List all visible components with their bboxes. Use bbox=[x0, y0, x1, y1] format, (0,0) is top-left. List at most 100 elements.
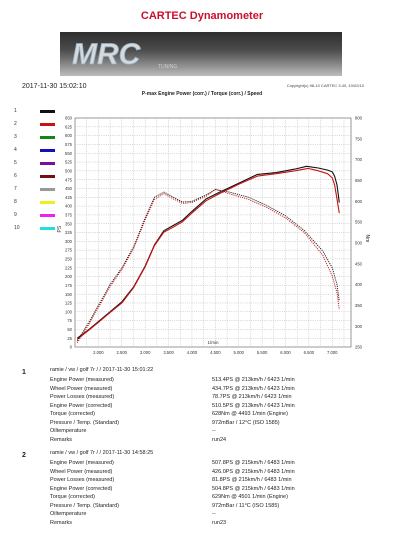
x-tick-label: 2.500 bbox=[117, 350, 128, 355]
x-tick-label: 7.000 bbox=[327, 350, 338, 355]
result-row: Pressure / Temp. (Standard) 972mBar / 12°… bbox=[50, 420, 390, 428]
result-label: Power Losses (measured) bbox=[50, 477, 115, 483]
legend-swatch bbox=[40, 110, 55, 113]
y-left-tick-label: 200 bbox=[65, 274, 73, 279]
chart-series bbox=[76, 165, 340, 344]
legend-item: 1 bbox=[14, 108, 64, 116]
result-row: Remarks run23 bbox=[50, 520, 390, 528]
y-left-tick-label: 175 bbox=[65, 283, 73, 288]
result-row: Engine Power (measured) 513.4PS @ 213km/h… bbox=[50, 377, 390, 385]
y-left-tick-label: 75 bbox=[67, 318, 72, 323]
result-row: Pressure / Temp. (Standard) 972mBar / 11°… bbox=[50, 503, 390, 511]
result-label: Engine Power (measured) bbox=[50, 377, 114, 383]
y-right-tick-label: 600 bbox=[355, 199, 363, 204]
x-axis-label: 1/min bbox=[207, 340, 219, 345]
y-left-tick-label: 475 bbox=[65, 177, 73, 182]
y-left-tick-label: 575 bbox=[65, 142, 73, 147]
legend-item: 6 bbox=[14, 173, 64, 181]
result-value: 78.7PS @ 213km/h / 6423 1/min bbox=[212, 394, 292, 400]
result-row: Oiltemperature -- bbox=[50, 428, 390, 436]
result-row: Wheel Power (measured) 434.7PS @ 213km/h … bbox=[50, 386, 390, 394]
y-axis-left-ticks: 0 25 50 75 100 125 150 175 200 225 250 275 300 325 350… bbox=[65, 116, 73, 350]
result-header: ramie / vw / golf 7r / / 2017-11-30 15:0… bbox=[50, 367, 154, 373]
result-row: Torque (corrected) 628Nm @ 4493 1/min (En… bbox=[50, 411, 390, 419]
legend-swatch bbox=[40, 201, 55, 204]
result-value: -- bbox=[212, 428, 216, 434]
legend-swatch bbox=[40, 214, 55, 217]
result-value: 972mBar / 12°C (ISO 1585) bbox=[212, 419, 280, 426]
result-value: 81.8PS @ 215km/h / 6483 1/min bbox=[212, 477, 292, 483]
report-datetime: 2017-11-30 15:02:10 bbox=[22, 83, 87, 90]
legend-number: 10 bbox=[14, 225, 20, 231]
result-label: Pressure / Temp. (Standard) bbox=[50, 502, 119, 509]
copyright-text: Copyright(c) 98-10 CARTEC 3.40, 10/02/10 bbox=[286, 83, 364, 88]
legend-swatch bbox=[40, 123, 55, 126]
legend-item: 4 bbox=[14, 147, 64, 155]
result-row: Engine Power (measured) 507.8PS @ 215km/h… bbox=[50, 460, 390, 468]
y-left-tick-label: 25 bbox=[67, 336, 72, 341]
legend-item: 2 bbox=[14, 121, 64, 129]
y-left-tick-label: 225 bbox=[65, 265, 73, 270]
y-left-tick-label: 425 bbox=[65, 195, 73, 200]
y-right-tick-label: 250 bbox=[355, 345, 363, 350]
y-left-tick-label: 625 bbox=[65, 124, 73, 129]
logo-subtext: TUNING bbox=[158, 64, 177, 70]
result-number: 1 bbox=[22, 369, 26, 376]
page-title: CARTEC Dynamometer bbox=[140, 10, 264, 22]
result-label: Wheel Power (measured) bbox=[50, 385, 113, 392]
y-left-tick-label: 375 bbox=[65, 212, 73, 217]
result-row: Engine Power (corrected) 504.8PS @ 215km/… bbox=[50, 486, 390, 494]
x-tick-label: 4.500 bbox=[210, 350, 221, 355]
result-row: Torque (corrected) 629Nm @ 4501 1/min (En… bbox=[50, 494, 390, 502]
y-right-tick-label: 800 bbox=[355, 116, 363, 121]
result-value: 504.8PS @ 215km/h / 6483 1/min bbox=[212, 485, 295, 492]
y-right-tick-label: 500 bbox=[355, 241, 363, 246]
y-left-tick-label: 525 bbox=[65, 160, 73, 165]
x-tick-label: 3.500 bbox=[163, 350, 174, 355]
result-label: Oiltemperature bbox=[50, 511, 87, 517]
legend-swatch bbox=[40, 175, 55, 178]
result-label: Oiltemperature bbox=[50, 428, 87, 434]
y-left-tick-label: 300 bbox=[65, 239, 73, 244]
y-right-tick-label: 350 bbox=[355, 303, 363, 308]
x-tick-label: 6.000 bbox=[280, 350, 291, 355]
result-value: 972mBar / 11°C (ISO 1585) bbox=[212, 502, 280, 509]
result-row: Oiltemperature -- bbox=[50, 511, 390, 519]
legend-swatch bbox=[40, 188, 55, 191]
result-row: Engine Power (corrected) 510.5PS @ 213km/… bbox=[50, 403, 390, 411]
result-value: 426.0PS @ 215km/h / 6483 1/min bbox=[212, 468, 295, 475]
legend-swatch bbox=[40, 162, 55, 165]
result-value: run24 bbox=[212, 436, 227, 443]
y-left-tick-label: 325 bbox=[65, 230, 73, 235]
legend-number: 9 bbox=[14, 212, 17, 218]
legend-item: 10 bbox=[14, 225, 64, 233]
legend-swatch bbox=[40, 227, 55, 230]
y-left-tick-label: 100 bbox=[65, 309, 73, 314]
legend-number: 4 bbox=[14, 147, 17, 153]
y-left-tick-label: 150 bbox=[65, 292, 73, 297]
y-left-tick-label: 450 bbox=[65, 186, 73, 191]
logo-text: MRC bbox=[72, 38, 142, 70]
y-left-tick-label: 550 bbox=[65, 151, 73, 156]
result-label: Pressure / Temp. (Standard) bbox=[50, 419, 119, 426]
y-right-tick-label: 750 bbox=[355, 136, 363, 141]
result-value: 510.5PS @ 213km/h / 6423 1/min bbox=[212, 402, 295, 409]
mrc-logo: MRC TUNING bbox=[72, 38, 178, 70]
result-label: Power Losses (measured) bbox=[50, 394, 115, 400]
legend-item: 8 bbox=[14, 199, 64, 207]
series-line-2 bbox=[76, 167, 340, 340]
series-line-4 bbox=[76, 188, 340, 344]
result-value: 628Nm @ 4493 1/min (Engine) bbox=[212, 411, 288, 417]
y-left-tick-label: 50 bbox=[67, 327, 72, 332]
x-tick-label: 2.000 bbox=[93, 350, 104, 355]
series-line-1 bbox=[76, 165, 340, 339]
result-value: 507.8PS @ 215km/h / 6483 1/min bbox=[212, 460, 295, 466]
y-axis-right-label: Nm bbox=[364, 235, 370, 243]
result-value: -- bbox=[212, 511, 216, 517]
y-right-tick-label: 450 bbox=[355, 261, 363, 266]
legend-number: 7 bbox=[14, 186, 17, 192]
y-axis-left-label: PS bbox=[57, 225, 63, 232]
result-header: ramie / vw / golf 7r / / 2017-11-30 14:5… bbox=[50, 450, 154, 456]
dyno-chart: 0 25 50 75 100 125 150 175 200 225 250 275 300 325 350… bbox=[57, 116, 370, 355]
y-left-tick-label: 650 bbox=[65, 116, 73, 121]
